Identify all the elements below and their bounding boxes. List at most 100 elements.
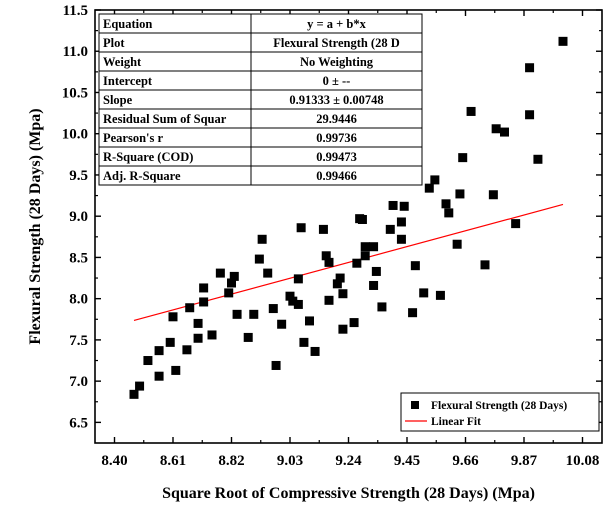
data-point [424,183,434,193]
data-point [232,309,242,319]
data-point [332,279,342,289]
data-point [335,273,345,283]
data-point [143,356,153,366]
data-point [199,283,209,293]
data-point [305,316,314,326]
data-point [257,234,267,244]
fit-table-frame [98,13,423,186]
data-point [171,365,181,375]
data-point [215,268,225,278]
y-tick-label: 10.5 [62,85,88,101]
data-point [324,295,334,305]
fit-table-value: No Weighting [300,55,374,69]
data-point [293,274,303,284]
fit-table-label: R-Square (COD) [103,150,193,164]
data-point [511,219,521,229]
data-point [533,154,543,164]
data-point [491,124,501,134]
fit-table-value: 0.99466 [316,169,357,183]
fit-table-label: Residual Sum of Squar [103,112,227,126]
data-point [480,260,490,270]
data-point [435,290,445,300]
data-point [360,251,370,261]
x-tick-label: 8.82 [218,453,244,469]
data-point [129,389,139,399]
data-point [455,189,465,199]
data-point [369,242,379,252]
data-point [207,330,217,340]
legend-marker-square [411,401,419,409]
data-point [558,36,568,46]
y-tick-label: 7.5 [69,333,88,349]
x-tick-label: 10.08 [566,453,600,469]
data-point [165,337,175,347]
data-point [408,308,418,318]
y-axis-title: Flexural Strength (28 Days) (Mpa) [27,108,44,344]
fit-table-label: Pearson's r [103,131,164,145]
fit-table-label: Adj. R-Square [103,169,181,183]
data-point [271,360,281,370]
data-point [185,303,195,313]
data-point [154,346,164,356]
fit-table-value: 0.99736 [316,131,357,145]
data-point [352,258,362,268]
data-point [182,345,192,355]
data-point [288,296,298,306]
data-point [396,234,406,244]
data-point [224,288,234,298]
fit-table-value: y = a + b*x [307,17,366,31]
y-tick-label: 9.0 [69,209,88,225]
data-point [430,175,440,185]
data-point [525,110,535,120]
data-point [500,127,509,137]
y-tick-label: 8.5 [69,250,88,266]
x-tick-label: 9.66 [452,453,479,469]
data-point [371,266,381,276]
x-tick-label: 9.87 [511,453,538,469]
y-tick-label: 7.0 [69,374,88,390]
legend-label-fit: Linear Fit [431,416,481,428]
data-point [199,297,209,307]
data-point [410,261,420,271]
data-point [249,309,259,319]
data-point [349,318,359,328]
legend-frame [400,392,600,432]
data-point [388,200,398,210]
y-tick-label: 9.5 [69,168,88,184]
data-point [135,381,145,391]
data-point [338,324,348,334]
data-point [168,312,178,322]
fit-table-label: Equation [103,17,152,31]
data-point [227,278,236,288]
data-point [360,242,370,252]
data-point [324,257,334,267]
x-tick-label: 9.45 [394,453,420,469]
data-point [399,201,409,211]
data-point [321,251,331,261]
data-point [525,63,535,73]
fit-table-value: 0.99473 [316,150,357,164]
data-point [458,153,468,163]
y-tick-label: 11.5 [63,3,88,19]
x-tick-label: 9.03 [277,453,303,469]
data-point [377,302,387,312]
data-point [299,337,309,347]
data-point [263,268,273,278]
fit-table-label: Weight [103,55,142,69]
data-point [385,224,395,234]
linear-fit-line [133,203,564,322]
data-point [444,208,454,218]
data-point [296,223,306,233]
data-point [338,289,348,299]
data-point [369,280,379,290]
data-point [419,288,429,298]
x-tick-label: 9.24 [335,453,362,469]
fit-table-value: 29.9446 [316,112,357,126]
data-point [318,224,328,234]
data-point [357,214,367,224]
fit-table-value: 0 ± -- [323,74,351,88]
data-point [441,199,451,209]
legend-label-points: Flexural Strength (28 Days) [431,400,567,412]
